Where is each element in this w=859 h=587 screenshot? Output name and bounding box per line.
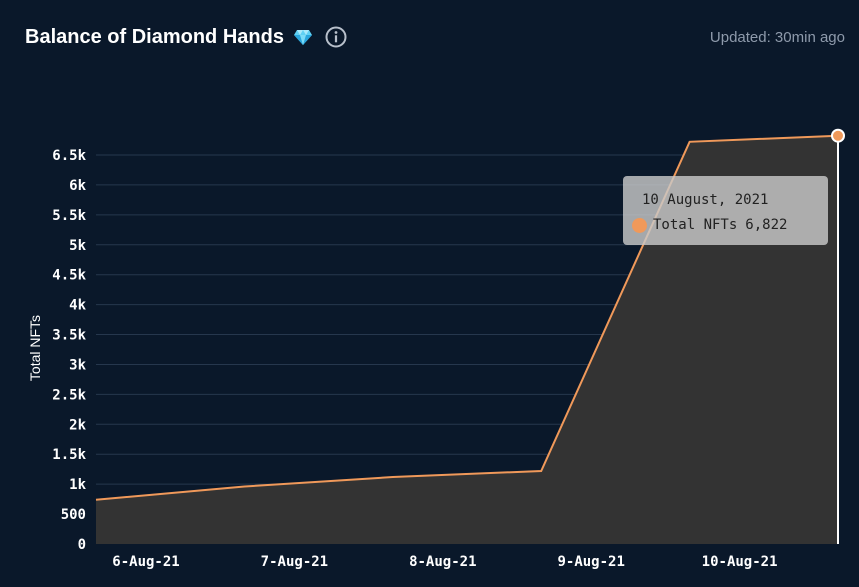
series-line xyxy=(95,134,839,501)
y-tick-label: 0 xyxy=(78,537,86,553)
y-tick-label: 2.5k xyxy=(52,387,86,403)
info-circle-icon[interactable] xyxy=(325,26,347,48)
tooltip: 10 August, 2021 Total NFTs 6,822 xyxy=(623,176,828,245)
y-tick-label: 1.5k xyxy=(52,447,86,463)
y-tick-label: 3.5k xyxy=(52,328,86,344)
y-tick-label: 6k xyxy=(69,178,86,194)
x-axis: 6-Aug-21 7-Aug-21 8-Aug-21 9-Aug-21 10-Aug-2… xyxy=(112,554,777,570)
tooltip-row: Total NFTs 6,822 xyxy=(632,217,828,233)
y-tick-label: 5k xyxy=(69,238,86,254)
chart-header: Balance of Diamond Hands Updated: 30min … xyxy=(25,22,845,52)
x-tick-label: 6-Aug-21 xyxy=(112,554,179,570)
x-tick-label: 8-Aug-21 xyxy=(409,554,476,570)
y-tick-label: 4k xyxy=(69,298,86,314)
y-tick-label: 3k xyxy=(69,357,86,373)
tooltip-date: 10 August, 2021 xyxy=(642,192,769,208)
y-tick-label: 2k xyxy=(69,417,86,433)
x-tick-label: 9-Aug-21 xyxy=(557,554,624,570)
y-tick-label: 6.5k xyxy=(52,148,86,164)
diamond-icon xyxy=(293,30,312,45)
y-axis: 0 500 1k 1.5k 2k 2.5k 3k 3.5k 4k 4.5k 5k 5.5k 6k 6.5k xyxy=(52,148,86,553)
tooltip-series-dot xyxy=(632,217,647,233)
y-axis-label: Total NFTs xyxy=(27,315,43,381)
tooltip-series-label: Total NFTs xyxy=(653,217,738,233)
x-tick-label: 10-Aug-21 xyxy=(702,554,778,570)
tooltip-value: 6,822 xyxy=(745,217,788,233)
y-tick-label: 4.5k xyxy=(52,268,86,284)
chart-title: Balance of Diamond Hands xyxy=(25,25,284,48)
y-tick-label: 1k xyxy=(69,477,86,493)
x-tick-label: 7-Aug-21 xyxy=(261,554,328,570)
hover-point[interactable] xyxy=(831,128,845,143)
y-tick-label: 5.5k xyxy=(52,208,86,224)
updated-timestamp: Updated: 30min ago xyxy=(709,28,845,46)
y-tick-label: 500 xyxy=(61,507,86,523)
